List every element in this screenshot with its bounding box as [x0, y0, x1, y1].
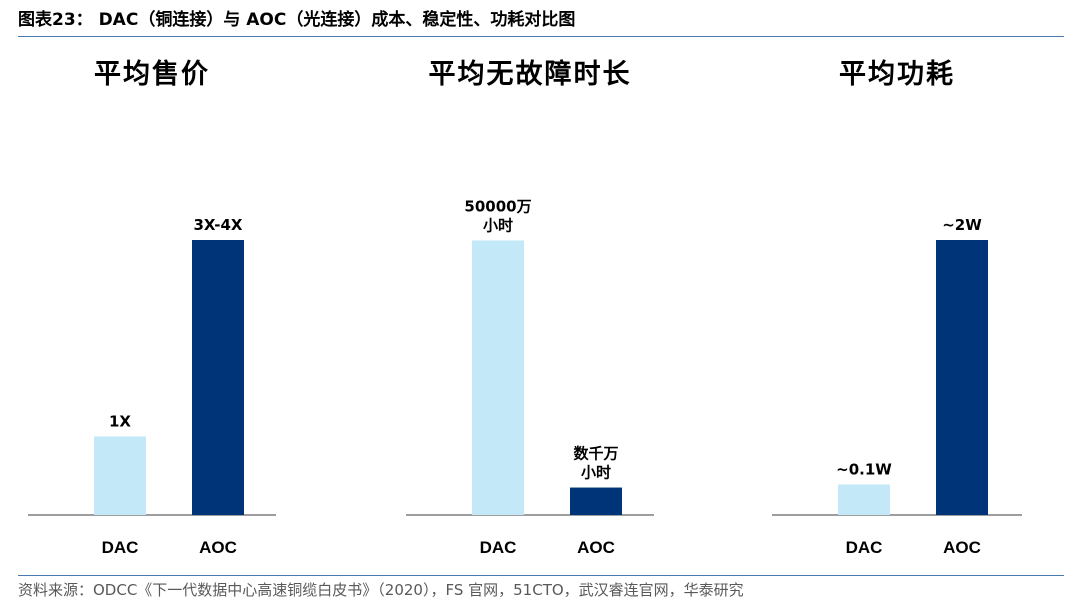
- chart-title-mtbf: 平均无故障时长: [428, 59, 632, 90]
- category-label-dac: DAC: [480, 538, 517, 557]
- top-divider: [18, 36, 1064, 37]
- category-label-dac: DAC: [102, 538, 139, 557]
- figure-title: 图表23： DAC（铜连接）与 AOC（光连接）成本、稳定性、功耗对比图: [18, 10, 576, 30]
- bar-dac: [838, 484, 890, 515]
- bar-dac: [472, 240, 524, 515]
- category-label-aoc: AOC: [577, 538, 615, 557]
- category-label-dac: DAC: [846, 538, 883, 557]
- chart-title-power: 平均功耗: [839, 59, 955, 90]
- data-label-aoc: 数千万小时: [573, 445, 618, 482]
- data-label-aoc: ~2W: [942, 216, 982, 234]
- bar-dac: [94, 436, 146, 515]
- category-label-aoc: AOC: [943, 538, 981, 557]
- bar-aoc: [936, 240, 988, 515]
- source-note: 资料来源：ODCC《下一代数据中心高速铜缆白皮书》（2020），FS 官网，51…: [18, 581, 744, 599]
- chart-panel-mtbf: 平均无故障时长 50000万小时 DAC 数千万小时 AOC: [406, 40, 654, 570]
- bottom-divider: [18, 575, 1064, 576]
- data-label-dac: ~0.1W: [836, 460, 892, 478]
- category-label-aoc: AOC: [199, 538, 237, 557]
- chart-svg-mtbf: 50000万小时 DAC 数千万小时 AOC: [406, 197, 654, 557]
- chart-panel-power: 平均功耗 ~0.1W DAC ~2W AOC: [772, 40, 1022, 570]
- bar-aoc: [192, 240, 244, 515]
- chart-svg-power: ~0.1W DAC ~2W AOC: [772, 216, 1022, 557]
- chart-svg-price: 1X DAC 3X-4X AOC: [28, 216, 276, 557]
- chart-panel-price: 平均售价 1X DAC 3X-4X AOC: [28, 40, 276, 570]
- chart-title-price: 平均售价: [94, 59, 210, 90]
- data-label-dac: 1X: [109, 412, 131, 430]
- bar-aoc: [570, 487, 622, 515]
- data-label-dac: 50000万小时: [464, 197, 531, 234]
- data-label-aoc: 3X-4X: [193, 216, 242, 234]
